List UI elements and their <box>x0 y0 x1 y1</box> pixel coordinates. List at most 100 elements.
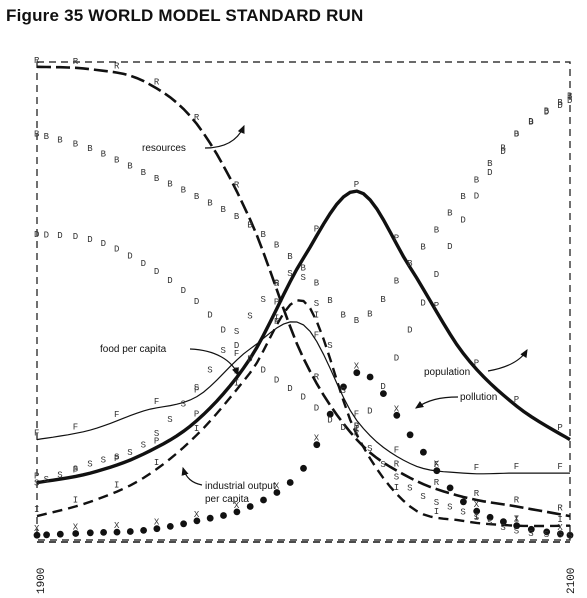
pollution-point <box>557 530 564 538</box>
arrow-pollution <box>415 396 459 409</box>
series-marker-d: D <box>301 393 306 403</box>
pollution-point <box>500 518 507 526</box>
series-marker-b: B <box>367 310 373 320</box>
series-marker-f: F <box>314 331 319 341</box>
series-marker-f: F <box>274 317 279 327</box>
pollution-point <box>353 369 361 377</box>
series-marker-b: B <box>34 130 40 140</box>
series-marker-b: B <box>314 279 320 289</box>
series-marker-f: F <box>474 463 479 473</box>
annotation-industrial-output: industrial output <box>205 481 276 492</box>
series-marker-x: X <box>354 362 360 372</box>
series-line-f <box>36 321 570 475</box>
series-marker-b: B <box>181 186 187 196</box>
series-marker-b: B <box>301 264 307 274</box>
series-marker-d: D <box>394 354 399 364</box>
series-marker-r: R <box>154 78 160 88</box>
series-marker-b: B <box>261 230 267 240</box>
series-marker-s: S <box>194 383 199 393</box>
series-marker-x: X <box>314 434 320 444</box>
series-marker-s: S <box>114 452 119 462</box>
series-lines <box>33 65 574 539</box>
series-marker-s: S <box>127 448 132 458</box>
series-marker-s: S <box>234 327 239 337</box>
series-marker-b: B <box>247 221 253 231</box>
series-marker-i: I <box>194 424 199 434</box>
annotation-resources: resources <box>142 143 186 154</box>
series-marker-s: S <box>394 473 399 483</box>
series-line-p <box>36 189 571 485</box>
series-marker-s: S <box>181 399 186 409</box>
series-marker-d: D <box>447 242 452 252</box>
series-marker-s: S <box>460 507 465 517</box>
series-marker-d: D <box>167 276 172 286</box>
series-marker-d: D <box>34 230 39 240</box>
arrow-population <box>487 348 528 372</box>
series-marker-b: B <box>567 92 573 102</box>
series-marker-d: D <box>154 267 159 277</box>
series-marker-p: P <box>354 180 359 190</box>
series-marker-b: B <box>194 192 200 202</box>
series-marker-i: I <box>154 458 159 468</box>
pollution-point <box>153 525 161 533</box>
series-marker-p: P <box>314 225 319 235</box>
series-marker-x: X <box>73 523 79 533</box>
series-marker-b: B <box>474 175 480 185</box>
series-marker-b: B <box>434 226 440 236</box>
x-tick-end: 2100 <box>566 568 578 594</box>
pollution-point <box>140 527 148 534</box>
series-marker-p: P <box>274 298 279 308</box>
series-marker-b: B <box>221 205 227 215</box>
pollution-point <box>113 528 121 536</box>
series-marker-i: I <box>394 483 399 493</box>
pollution-point <box>273 489 281 496</box>
series-marker-r: R <box>514 496 520 506</box>
series-marker-f: F <box>434 460 439 470</box>
series-marker-i: I <box>114 481 119 491</box>
pollution-point <box>233 508 241 516</box>
series-marker-b: B <box>460 192 466 202</box>
chart-title: Figure 35 WORLD MODEL STANDARD RUN <box>6 6 364 25</box>
pollution-point <box>260 496 267 504</box>
series-marker-x: X <box>154 518 160 528</box>
series-marker-d: D <box>101 239 106 249</box>
pollution-point <box>33 531 41 539</box>
series-marker-s: S <box>274 279 279 289</box>
series-marker-d: D <box>314 403 319 413</box>
series-marker-b: B <box>287 252 293 262</box>
series-marker-b: B <box>487 159 493 169</box>
pollution-point <box>433 467 441 475</box>
series-marker-i: I <box>354 424 359 434</box>
series-marker-s: S <box>367 444 372 454</box>
series-marker-s: S <box>447 503 452 513</box>
series-marker-s: S <box>141 440 146 450</box>
series-marker-p: P <box>474 359 479 369</box>
series-marker-d: D <box>44 231 49 241</box>
pollution-point <box>446 484 454 492</box>
series-marker-d: D <box>434 270 439 280</box>
pollution-point <box>220 512 227 519</box>
pollution-point <box>460 498 467 506</box>
series-marker-r: R <box>557 503 563 513</box>
pollution-point <box>566 531 574 539</box>
series-marker-x: X <box>114 521 120 531</box>
series-marker-s: S <box>73 465 78 475</box>
series-marker-s: S <box>567 531 572 541</box>
series-marker-x: X <box>234 501 240 511</box>
series-marker-s: S <box>327 341 332 351</box>
series-marker-f: F <box>514 462 519 472</box>
annotation-per-capita: per capita <box>205 494 249 505</box>
series-marker-s: S <box>528 529 533 539</box>
series-marker-d: D <box>127 251 132 261</box>
series-marker-r: R <box>474 489 480 499</box>
pollution-point <box>513 522 521 530</box>
series-marker-b: B <box>44 132 50 142</box>
series-marker-s: S <box>407 483 412 493</box>
series-marker-b: B <box>154 174 160 184</box>
series-marker-d: D <box>141 259 146 269</box>
series-marker-b: B <box>407 259 413 269</box>
series-line-i <box>36 298 570 528</box>
pollution-point <box>286 479 294 486</box>
series-marker-r: R <box>394 460 400 470</box>
series-marker-f: F <box>234 349 239 359</box>
